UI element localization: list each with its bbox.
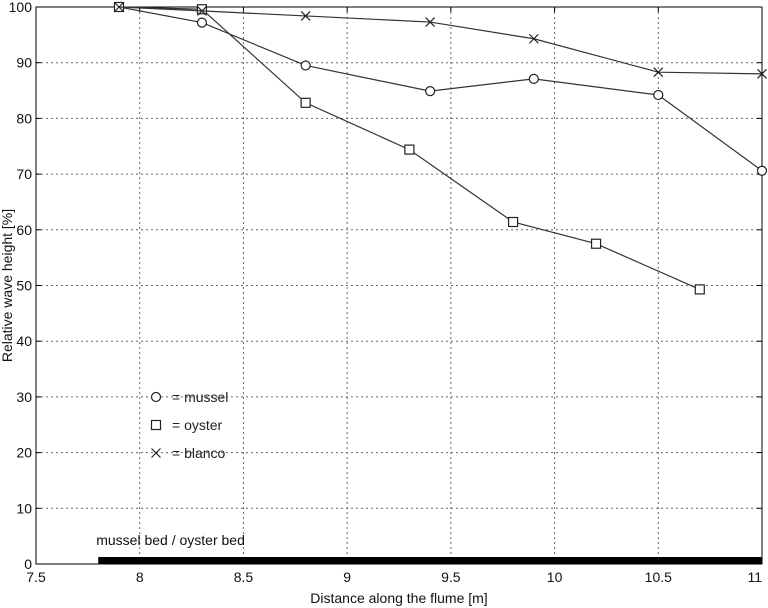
bed-bar [98,557,762,564]
y-tick-label: 40 [16,333,32,349]
axis-ticks: 7.5 8 8.5 9 9.5 10 10.5 11 0 10 20 30 40 50 60 70 80 90 10… [9,0,763,585]
data-point-blanco [114,2,124,12]
data-point-oyster [507,216,519,228]
data-point-blanco [425,17,436,27]
y-tick-label: 90 [16,55,32,71]
legend-label-mussel: = mussel [172,389,228,405]
x-tick-label: 10.5 [645,569,672,585]
data-point-mussel [756,165,768,176]
bed-label: mussel bed / oyster bed [96,532,245,548]
data-point-blanco [300,10,311,21]
data-series [113,1,768,295]
x-tick-label: 9 [343,569,351,585]
y-tick-label: 30 [16,389,32,405]
y-tick-label: 100 [9,0,33,15]
legend-marker-blanco [151,448,161,458]
x-axis-label: Distance along the flume [m] [310,590,487,606]
x-tick-label: 9.5 [441,569,461,585]
data-point-blanco [528,33,539,44]
legend-item-mussel: = mussel [150,389,228,405]
data-point-mussel [425,86,436,97]
x-tick-label: 8.5 [234,569,254,585]
data-point-oyster [590,238,602,249]
legend-marker-mussel [150,391,162,403]
y-tick-label: 50 [16,278,32,294]
data-point-mussel [300,60,311,71]
y-tick-label: 60 [16,222,32,238]
x-tick-label: 7.5 [26,569,46,585]
y-tick-label: 80 [16,110,32,126]
legend-marker-oyster [150,419,162,431]
data-point-oyster [694,284,705,295]
series-blanco [114,2,767,79]
legend-item-oyster: = oyster [150,417,223,433]
legend: = mussel = oyster = blanco [150,389,228,461]
data-point-blanco [757,68,767,79]
data-point-oyster [196,4,208,15]
x-tick-label: 8 [136,569,144,585]
legend-item-blanco: = blanco [151,445,226,461]
bed-annotation: mussel bed / oyster bed [96,532,762,564]
data-point-blanco [197,5,207,16]
data-point-blanco [653,67,664,78]
data-point-oyster [404,144,415,155]
x-tick-label: 10 [547,569,563,585]
y-tick-label: 70 [16,166,32,182]
data-point-oyster [300,97,311,108]
y-tick-label: 10 [16,500,32,516]
legend-label-blanco: = blanco [172,445,226,461]
y-tick-label: 0 [24,556,32,572]
data-point-mussel [196,17,208,28]
x-tick-label: 11 [747,569,762,585]
y-axis-label: Relative wave height [%] [0,209,15,362]
data-point-mussel [653,89,664,101]
legend-label-oyster: = oyster [172,417,223,433]
y-tick-label: 20 [16,445,32,461]
data-point-mussel [528,73,539,84]
